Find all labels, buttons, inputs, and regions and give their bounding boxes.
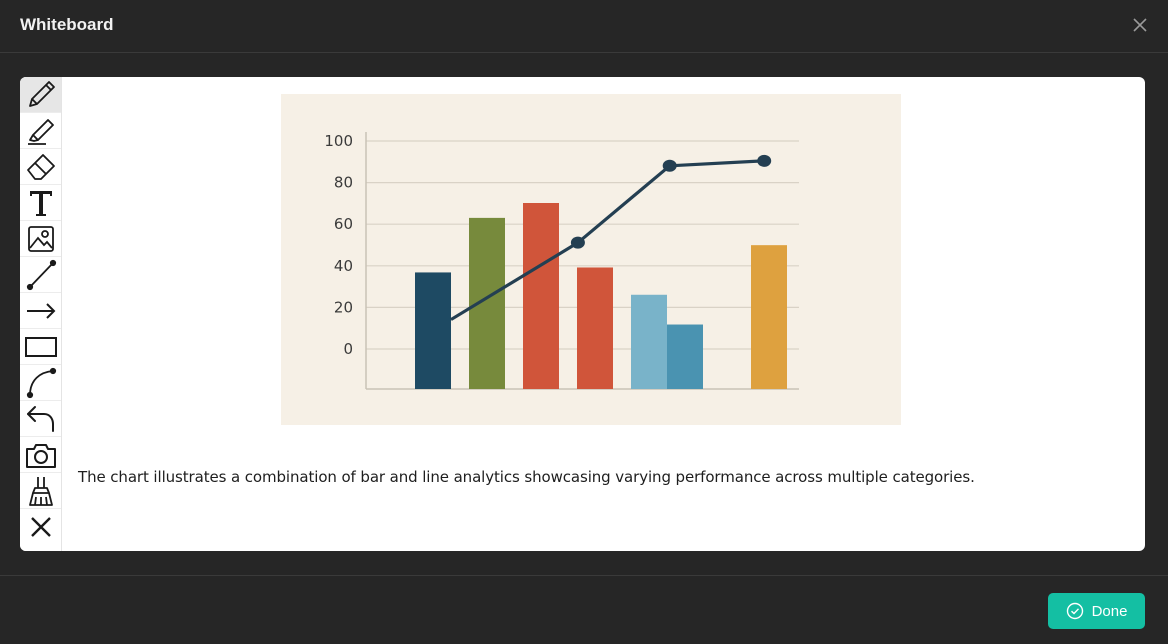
image-tool[interactable]: [20, 221, 61, 257]
trend-line: [450, 159, 765, 321]
camera-tool[interactable]: [20, 437, 61, 473]
bar: [751, 245, 787, 389]
y-tick-label: 40: [334, 257, 353, 275]
line-marker: [570, 236, 585, 249]
pencil-icon: [28, 80, 55, 107]
clear-tool[interactable]: [20, 473, 61, 509]
drawing-toolbar: [20, 77, 62, 551]
done-label: Done: [1091, 602, 1128, 620]
close-icon: [30, 517, 51, 537]
rectangle-tool[interactable]: [20, 329, 61, 365]
y-tick-label: 60: [334, 215, 353, 233]
pencil-tool[interactable]: [20, 77, 61, 113]
y-tick-label: 80: [334, 174, 353, 192]
bar: [577, 267, 613, 389]
eraser-tool[interactable]: [20, 149, 61, 185]
text-tool[interactable]: [20, 185, 61, 221]
whiteboard-text: The chart illustrates a combination of b…: [78, 468, 975, 486]
image-icon: [27, 225, 54, 252]
undo-icon: [26, 405, 54, 432]
arrow-tool[interactable]: [20, 293, 61, 329]
line-tool[interactable]: [20, 257, 61, 293]
y-tick-label: 20: [334, 298, 353, 316]
close-dialog-icon[interactable]: [1130, 15, 1150, 35]
line-marker: [757, 154, 772, 167]
chart-image[interactable]: 100 80 60 40 20 0: [281, 94, 901, 425]
eraser-icon: [26, 153, 55, 180]
rectangle-icon: [24, 336, 57, 357]
curve-icon: [26, 367, 56, 398]
y-tick-label: 0: [343, 340, 353, 358]
check-circle-icon: [1066, 602, 1083, 620]
whiteboard-canvas[interactable]: 100 80 60 40 20 0 The chart illustrates a com…: [20, 77, 1145, 551]
line-icon: [26, 259, 56, 290]
y-tick-label: 100: [324, 132, 353, 150]
arrow-icon: [26, 302, 55, 319]
bar: [667, 324, 703, 389]
bar-line-chart: 100 80 60 40 20 0: [324, 132, 799, 390]
bar: [523, 203, 559, 389]
text-icon: [29, 190, 52, 216]
undo-tool[interactable]: [20, 401, 61, 437]
camera-icon: [25, 443, 56, 468]
done-button[interactable]: Done: [1048, 593, 1145, 629]
dialog-header: Whiteboard: [0, 0, 1168, 53]
dialog-footer: [0, 575, 1168, 644]
dialog-title: Whiteboard: [20, 15, 114, 34]
highlighter-icon: [27, 118, 54, 145]
bar: [415, 272, 451, 389]
highlighter-tool[interactable]: [20, 113, 61, 149]
curve-tool[interactable]: [20, 365, 61, 401]
bar: [631, 294, 667, 389]
line-marker: [662, 159, 677, 172]
clear-brush-icon: [28, 476, 53, 506]
close-tool[interactable]: [20, 509, 61, 545]
bar: [469, 217, 505, 389]
